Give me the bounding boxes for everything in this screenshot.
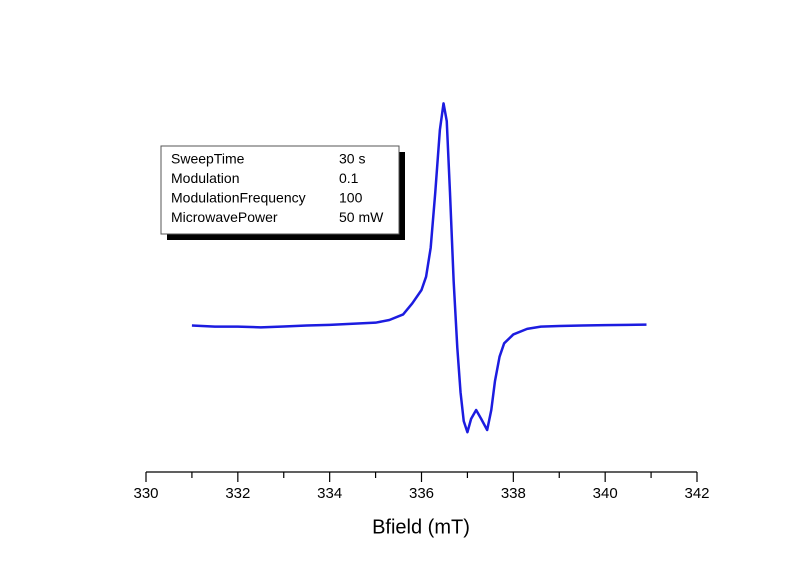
info-key: SweepTime <box>171 151 245 167</box>
x-tick-label: 338 <box>501 485 526 502</box>
info-value: 30 s <box>339 151 365 167</box>
x-tick-label: 330 <box>133 485 158 502</box>
info-box <box>160 145 400 235</box>
x-tick-label: 342 <box>684 485 709 502</box>
info-key: MicrowavePower <box>171 209 278 225</box>
info-key: ModulationFrequency <box>171 190 306 206</box>
info-value: 0.1 <box>339 170 359 186</box>
x-tick-label: 334 <box>317 485 342 502</box>
x-tick-label: 332 <box>225 485 250 502</box>
x-axis-label: Bfield (mT) <box>372 516 470 538</box>
x-tick-label: 340 <box>593 485 618 502</box>
info-value: 50 mW <box>339 209 384 225</box>
spectrum-line <box>191 102 647 434</box>
info-key: Modulation <box>171 170 240 186</box>
x-tick-label: 336 <box>409 485 434 502</box>
info-value: 100 <box>339 190 363 206</box>
